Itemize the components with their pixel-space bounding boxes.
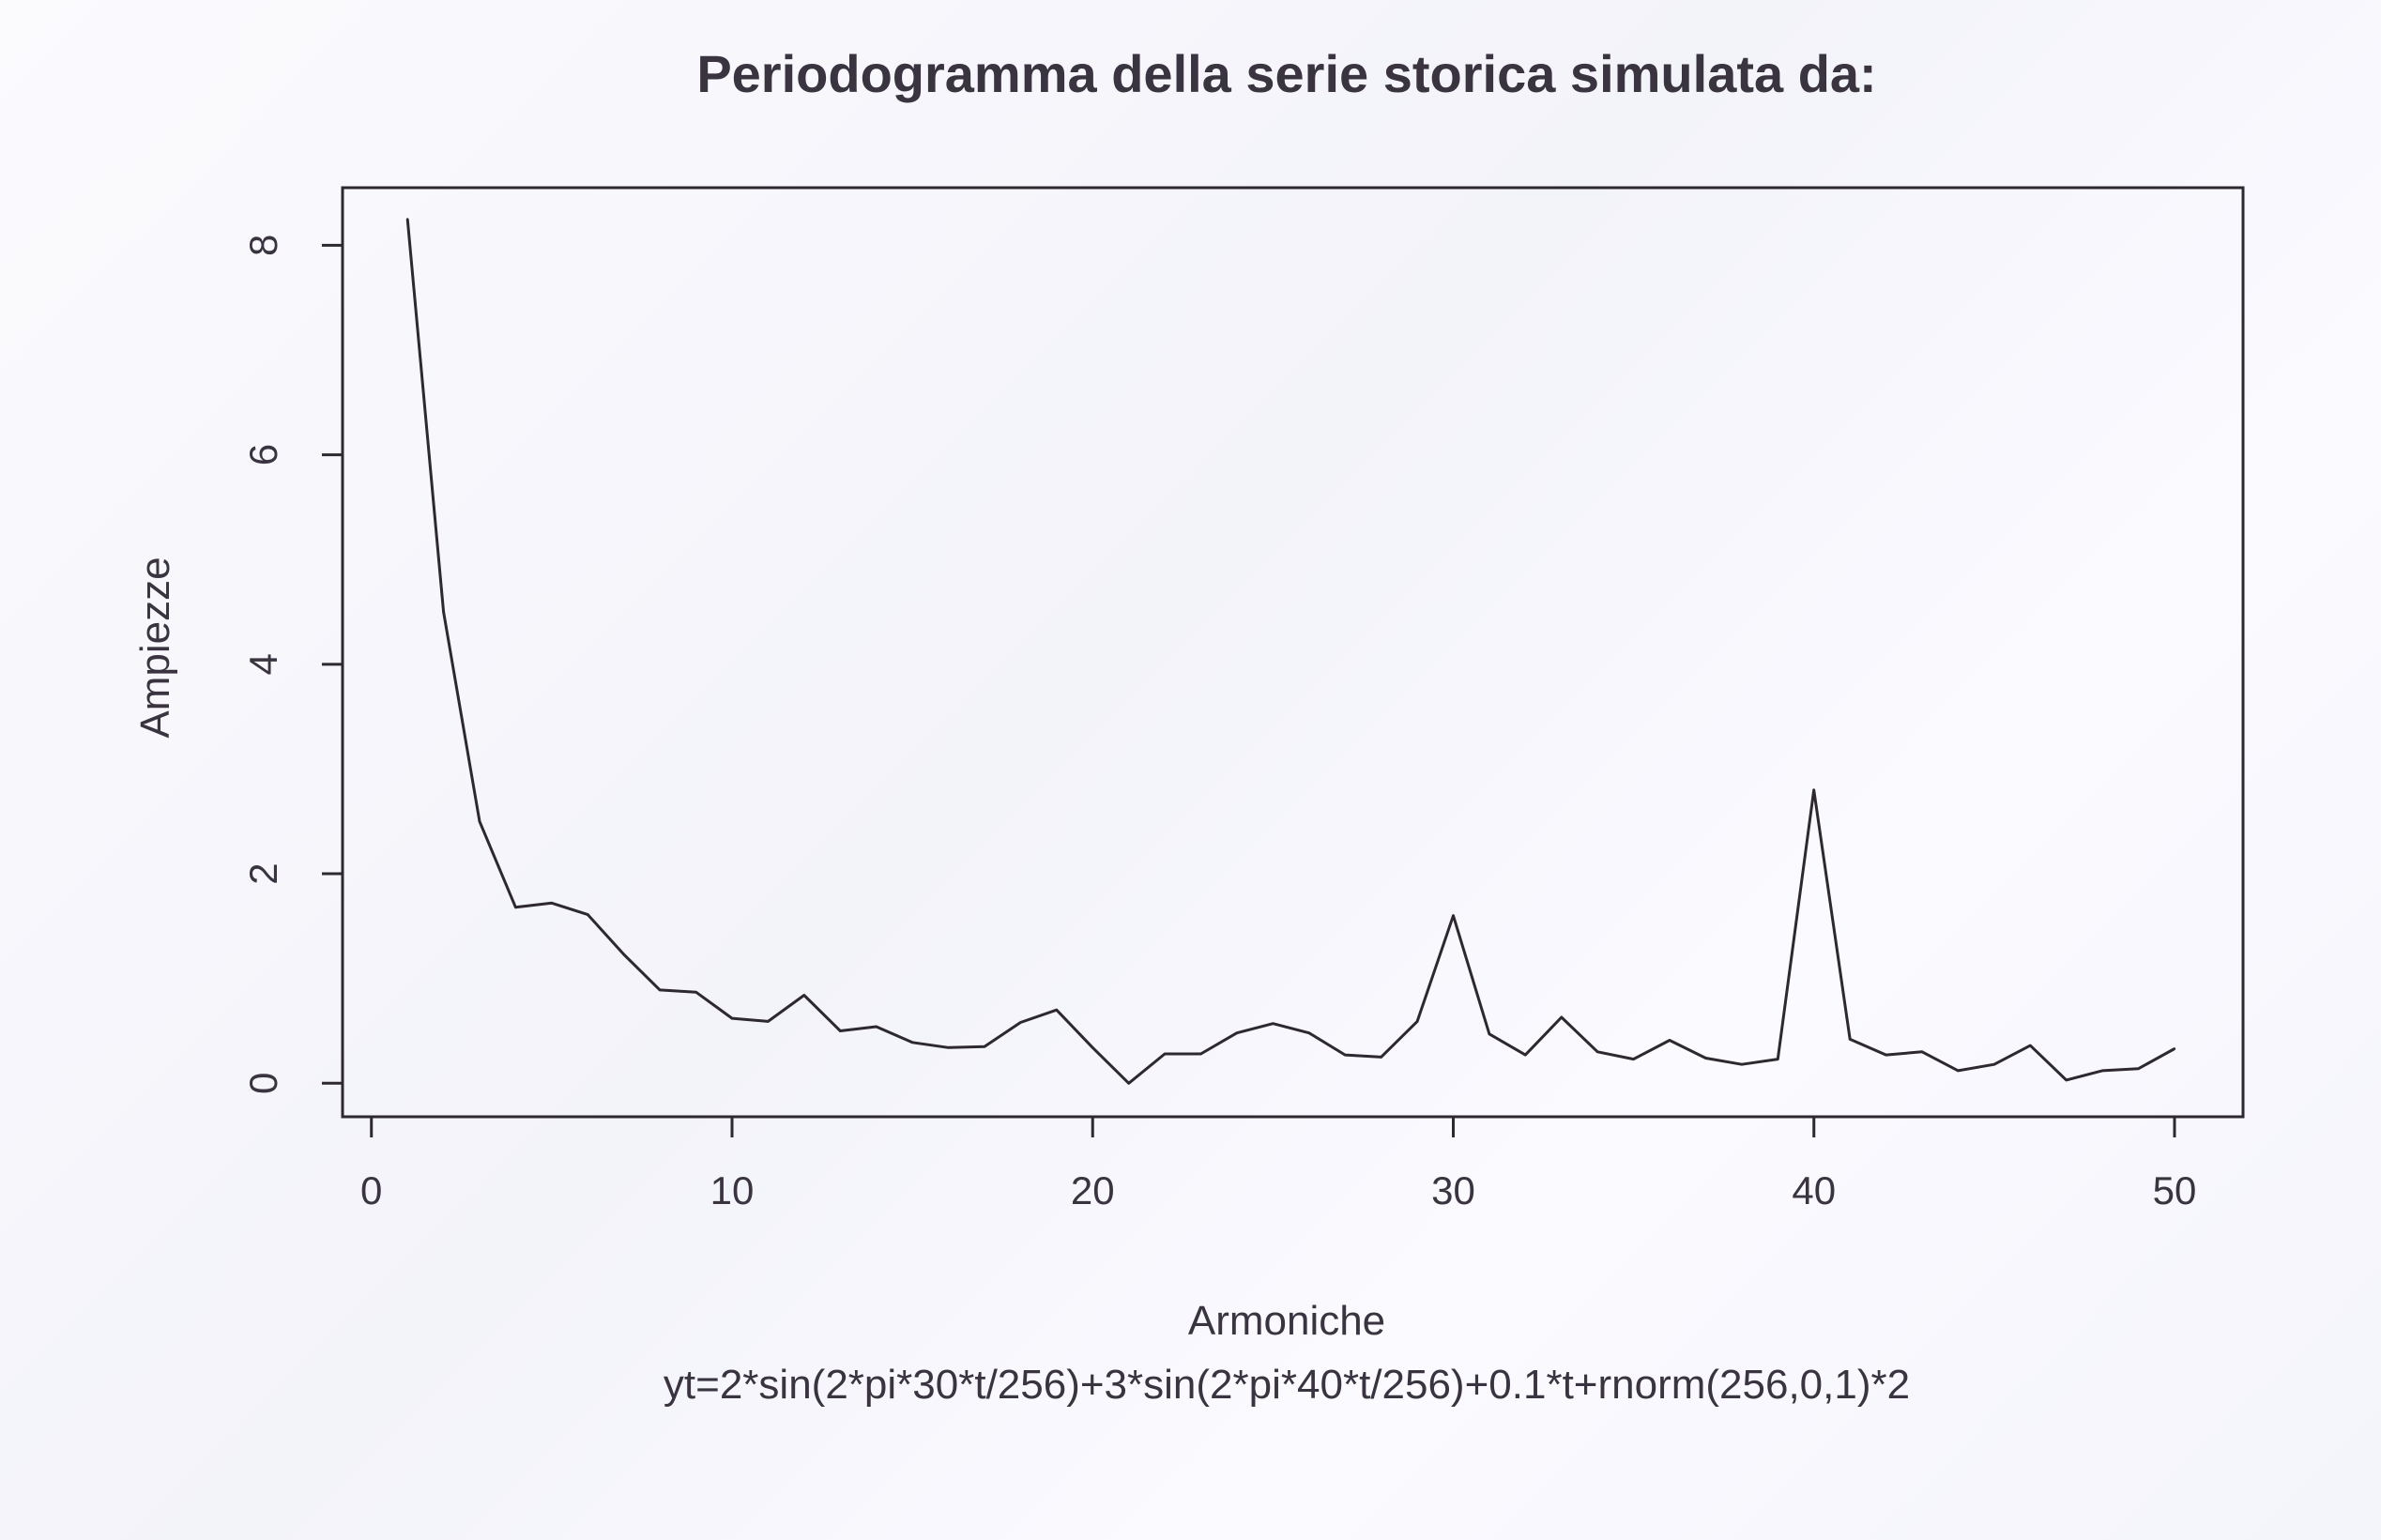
data-point — [1272, 1022, 1274, 1025]
y-tick-label: 8 — [241, 235, 285, 256]
data-point — [1488, 1032, 1491, 1036]
x-tick-label: 40 — [1792, 1168, 1836, 1212]
data-point — [1380, 1056, 1382, 1059]
y-axis-label: Ampiezze — [132, 557, 178, 738]
data-point — [658, 988, 662, 992]
x-tick-label: 30 — [1431, 1168, 1475, 1212]
data-point — [1415, 1020, 1419, 1023]
x-tick-label: 50 — [2153, 1168, 2197, 1212]
data-point — [1091, 1046, 1094, 1049]
y-axis: 0 2 4 6 8 — [241, 235, 344, 1094]
y-tick-label: 0 — [241, 1073, 285, 1094]
data-point — [587, 913, 589, 916]
data-point — [2029, 1044, 2032, 1047]
formula-subtitle: yt=2*sin(2*pi*30*t/256)+3*sin(2*pi*40*t/… — [664, 1362, 1910, 1408]
data-point — [875, 1025, 878, 1029]
data-point — [1127, 1082, 1130, 1085]
y-tick-label: 6 — [241, 444, 285, 465]
y-tick-label: 4 — [241, 653, 285, 675]
data-point — [730, 1016, 734, 1020]
data-point — [1632, 1058, 1635, 1060]
data-point — [550, 902, 554, 905]
x-tick-label: 0 — [360, 1168, 382, 1212]
series-line — [405, 219, 2175, 1085]
data-point — [767, 1020, 770, 1023]
data-point — [1199, 1052, 1202, 1056]
data-point — [1560, 1015, 1563, 1019]
x-axis-label: Armoniche — [1188, 1298, 1385, 1344]
data-point — [442, 610, 445, 614]
data-point — [2065, 1078, 2068, 1082]
data-point — [1452, 914, 1455, 917]
data-point — [947, 1046, 950, 1049]
data-point — [1524, 1053, 1527, 1057]
data-point — [2173, 1047, 2176, 1050]
data-point — [1163, 1052, 1167, 1056]
data-point — [1344, 1053, 1347, 1057]
data-point — [802, 994, 806, 997]
plot-frame — [341, 186, 2245, 1119]
data-point — [1777, 1058, 1779, 1060]
data-point — [1992, 1062, 1996, 1066]
data-point — [910, 1041, 914, 1044]
data-point — [1595, 1050, 1599, 1054]
data-point — [1920, 1050, 1924, 1054]
data-point — [622, 953, 625, 956]
data-point — [983, 1045, 986, 1048]
data-point — [1704, 1057, 1707, 1060]
data-point — [1957, 1069, 1960, 1073]
data-point — [1740, 1062, 1744, 1066]
data-point — [1019, 1021, 1022, 1024]
data-point — [694, 990, 697, 994]
data-point — [2100, 1069, 2104, 1073]
data-point — [1668, 1039, 1671, 1042]
y-tick-label: 2 — [241, 862, 285, 884]
x-tick-label: 10 — [710, 1168, 755, 1212]
data-point — [1307, 1031, 1310, 1034]
data-point — [1235, 1031, 1239, 1034]
series-group — [405, 218, 2176, 1085]
data-point — [839, 1029, 842, 1032]
chart-title: Periodogramma della serie storica simula… — [696, 44, 1876, 103]
data-point — [405, 218, 409, 221]
data-point — [1055, 1008, 1059, 1012]
data-point — [1885, 1053, 1887, 1057]
data-point — [478, 820, 481, 823]
x-tick-label: 20 — [1071, 1168, 1115, 1212]
data-point — [514, 906, 517, 908]
data-point — [2137, 1067, 2140, 1070]
data-point — [1848, 1038, 1852, 1041]
x-axis: 0 10 20 30 40 50 — [360, 1115, 2197, 1212]
data-point — [1812, 788, 1815, 791]
